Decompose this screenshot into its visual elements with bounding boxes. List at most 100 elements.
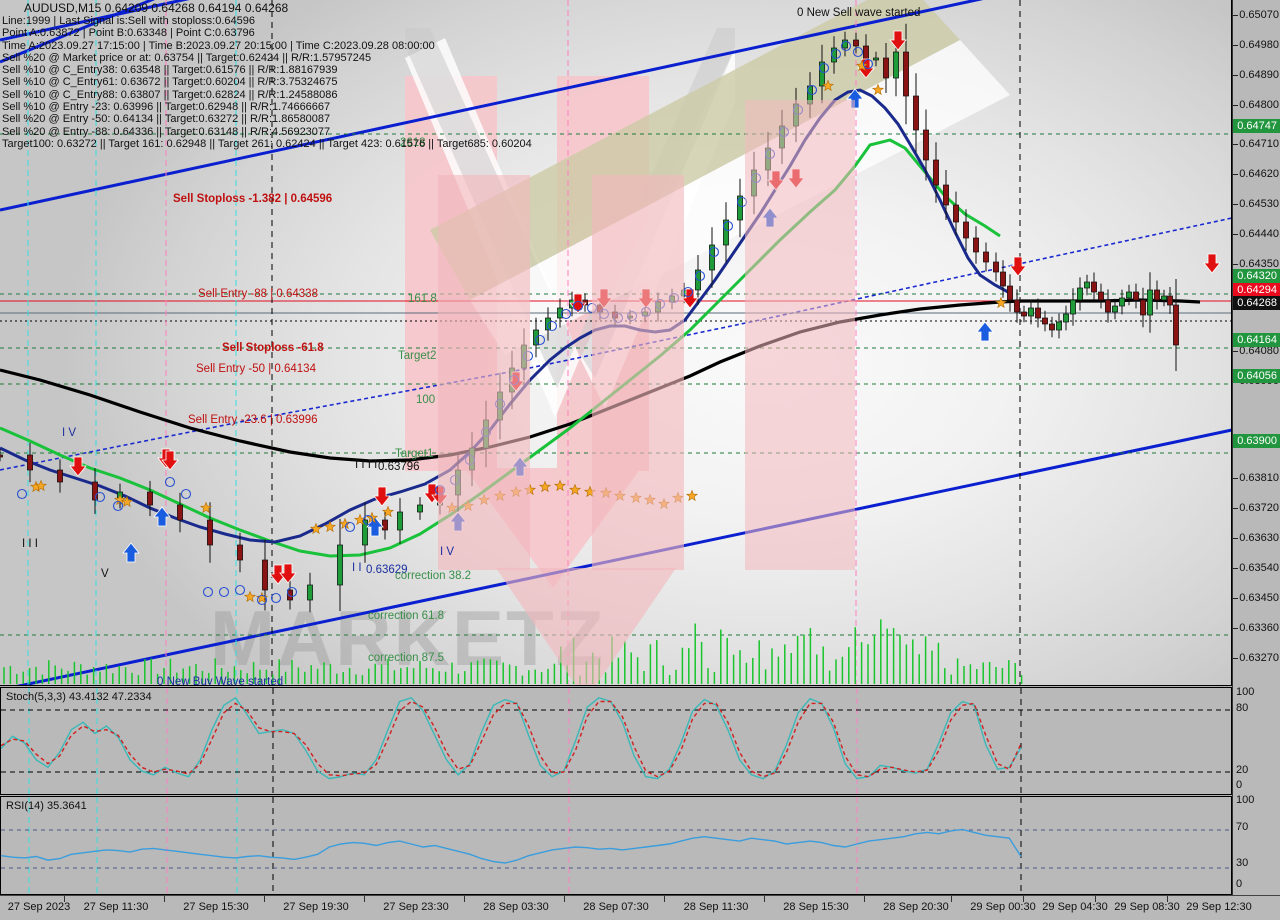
chart-annotation: 0.63796 — [378, 461, 420, 473]
price-tick-label: 0.63540 — [1233, 562, 1279, 574]
symbol-ohlc-line: AUDUSD,M15 0.64209 0.64268 0.64194 0.642… — [24, 1, 289, 15]
time-axis[interactable]: 27 Sep 2023 27 Sep 11:30 27 Sep 15:30 27 Se… — [0, 895, 1280, 920]
chart-annotation: Target1 — [395, 448, 434, 460]
signal-info-lines: Line:1999 | Last Signal is:Sell with sto… — [2, 15, 532, 150]
price-tick-label: 0.64530 — [1233, 198, 1279, 210]
rsi-indicator-pane[interactable]: RSI(14) 35.3641 — [0, 796, 1232, 895]
signal-info-line: Sell %20 @ Entry -88: 0.64336 || Target:… — [2, 125, 331, 138]
time-tick-label: 28 Sep 03:30 — [483, 901, 549, 913]
price-tick-label: 0.63720 — [1233, 502, 1279, 514]
price-axis[interactable]: 0.65070 0.64980 0.64890 0.64800 0.64710 0.646… — [1232, 0, 1280, 895]
chart-annotation: 2618 — [400, 137, 426, 149]
rsi-title: RSI(14) 35.3641 — [6, 800, 87, 812]
indicator-scale-label: 20 — [1236, 764, 1249, 776]
chart-annotation: I V — [62, 427, 77, 439]
chart-annotation: I I — [352, 562, 362, 574]
time-tick-separator — [564, 896, 565, 902]
time-tick-label: 29 Sep 00:30 — [970, 901, 1036, 913]
signal-info-line: Target100: 0.63272 || Target 161: 0.6294… — [2, 137, 532, 150]
chart-annotation: Sell Entry -88 | 0.64338 — [198, 288, 318, 300]
price-tick-label: 0.64800 — [1233, 99, 1279, 111]
time-tick-label: 27 Sep 23:30 — [383, 901, 449, 913]
signal-info-line: Sell %10 @ C_Entry61: 0.63672 || Target:… — [2, 76, 338, 89]
indicator-scale-label: 0 — [1236, 779, 1243, 791]
price-tick-label: 0.64890 — [1233, 69, 1279, 81]
signal-info-line: Point A:0.63872 | Point B:0.63348 | Poin… — [2, 27, 255, 40]
chart-annotation: V — [101, 568, 109, 580]
time-tick-separator — [864, 896, 865, 902]
price-highlight-label: 0.64268 — [1233, 296, 1280, 310]
time-tick-separator — [764, 896, 765, 902]
chart-annotation: I I I I — [355, 459, 378, 471]
price-tick-label: 0.64350 — [1233, 258, 1279, 270]
signal-info-line: Sell %10 @ C_Entry38: 0.63548 || Target:… — [2, 64, 338, 77]
time-tick-separator — [264, 896, 265, 902]
price-tick-label: 0.63450 — [1233, 592, 1279, 604]
chart-annotation: 100 — [416, 394, 436, 406]
chart-annotation: correction 61.8 — [368, 610, 445, 622]
time-tick-label: 27 Sep 11:30 — [83, 901, 149, 913]
time-tick-label: 28 Sep 20:30 — [883, 901, 949, 913]
price-highlight-label: 0.64294 — [1233, 283, 1280, 297]
indicator-scale-label: 0 — [1236, 878, 1243, 890]
signal-info-line: Sell %20 @ Entry -50: 0.64134 || Target:… — [2, 113, 331, 126]
time-tick-separator — [1095, 896, 1096, 902]
chart-annotation: Sell Stoploss -61.8 — [222, 342, 324, 354]
time-tick-label: 28 Sep 07:30 — [583, 901, 649, 913]
main-price-pane[interactable]: MARKETZ — [0, 0, 1232, 686]
price-highlight-label: 0.64164 — [1233, 333, 1280, 347]
signal-info-line: Sell %10 @ Entry -23: 0.63996 || Target:… — [2, 101, 331, 114]
chart-annotation: 0 New Buy Wave started — [157, 676, 284, 686]
chart-annotation: 0 New Sell wave started — [797, 7, 921, 19]
price-tick-label: 0.63630 — [1233, 532, 1279, 544]
signal-info-line: Sell %20 @ Market price or at: 0.63754 |… — [2, 51, 372, 64]
chart-annotation: Sell Stoploss -1.382 | 0.64596 — [173, 193, 333, 205]
indicator-scale-label: 70 — [1236, 821, 1249, 833]
chart-annotation: Target2 — [398, 350, 437, 362]
rsi-plot — [1, 797, 1231, 894]
chart-annotation: 161.8 — [408, 293, 437, 305]
time-tick-label: 28 Sep 15:30 — [783, 901, 849, 913]
price-tick-label: 0.63360 — [1233, 622, 1279, 634]
time-tick-separator — [951, 896, 952, 902]
signal-info-line: Time A:2023.09.27 17:15:00 | Time B:2023… — [2, 39, 435, 52]
time-tick-label: 27 Sep 19:30 — [283, 901, 349, 913]
time-tick-separator — [464, 896, 465, 902]
chart-annotation: correction 87.5 — [368, 652, 445, 664]
stochastic-indicator-pane[interactable]: Stoch(5,3,3) 43.4132 47.2334 — [0, 687, 1232, 795]
price-highlight-label: 0.64747 — [1233, 119, 1280, 133]
price-highlight-label: 0.64320 — [1233, 269, 1280, 283]
time-tick-separator — [664, 896, 665, 902]
signal-info-line: Sell %10 @ C_Entry88: 0.63807 || Target:… — [2, 88, 338, 101]
time-tick-label: 27 Sep 15:30 — [183, 901, 249, 913]
price-tick-label: 0.65070 — [1233, 9, 1279, 21]
time-tick-separator — [364, 896, 365, 902]
price-highlight-label: 0.64056 — [1233, 369, 1280, 383]
chart-annotation: Sell Entry -50 | 0.64134 — [196, 363, 316, 375]
time-tick-separator — [164, 896, 165, 902]
time-tick-label: 27 Sep 2023 — [7, 901, 71, 913]
indicator-scale-label: 30 — [1236, 857, 1249, 869]
price-highlight-label: 0.63900 — [1233, 434, 1280, 448]
price-tick-label: 0.63810 — [1233, 472, 1279, 484]
time-tick-separator — [1023, 896, 1024, 902]
price-tick-label: 0.64980 — [1233, 39, 1279, 51]
time-tick-label: 28 Sep 11:30 — [683, 901, 749, 913]
time-tick-label: 29 Sep 12:30 — [1186, 901, 1252, 913]
indicator-scale-label: 100 — [1236, 686, 1255, 698]
price-tick-label: 0.64710 — [1233, 138, 1279, 150]
chart-annotation: Sell Entry -23.6 | 0.63996 — [188, 414, 318, 426]
price-tick-label: 0.64080 — [1233, 345, 1279, 357]
time-tick-label: 29 Sep 04:30 — [1042, 901, 1108, 913]
time-tick-label: 29 Sep 08:30 — [1114, 901, 1180, 913]
price-tick-label: 0.64440 — [1233, 228, 1279, 240]
chart-annotation: I I I — [22, 538, 38, 550]
signal-info-line: Line:1999 | Last Signal is:Sell with sto… — [2, 15, 255, 27]
time-tick-separator — [64, 896, 65, 902]
chart-annotation: 0.63629 — [366, 564, 408, 576]
stochastic-plot — [1, 688, 1231, 794]
price-tick-label: 0.64620 — [1233, 168, 1279, 180]
price-tick-label: 0.63270 — [1233, 652, 1279, 664]
volume-histogram — [3, 619, 1023, 684]
